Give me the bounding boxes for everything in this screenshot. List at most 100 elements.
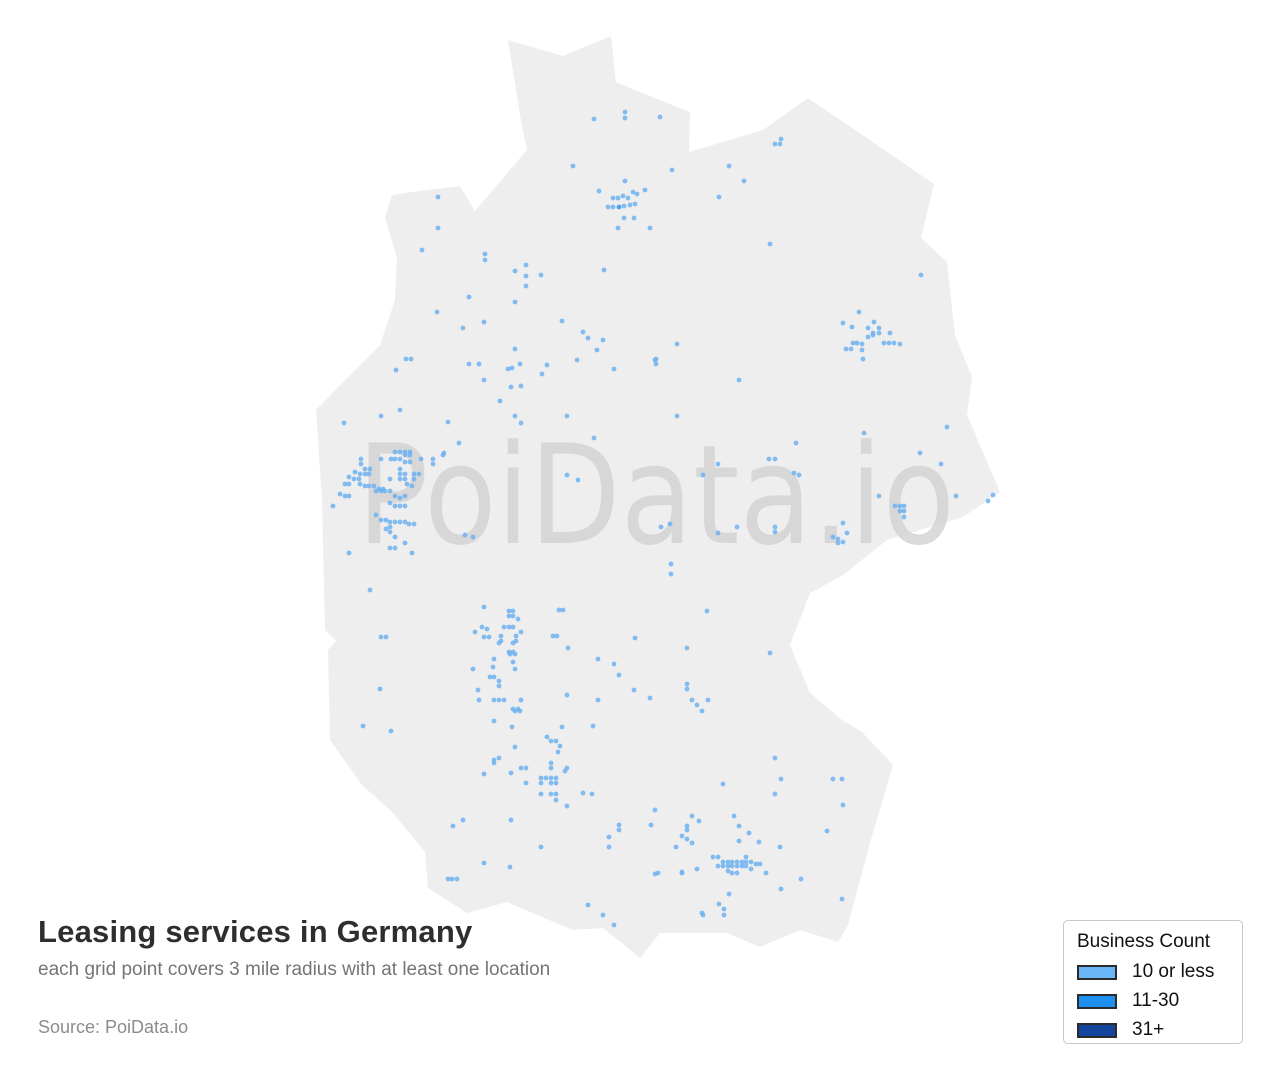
map-dot [689, 813, 695, 819]
legend-swatch [1077, 1022, 1117, 1038]
map-dot [482, 257, 488, 263]
map-dot [917, 450, 923, 456]
map-dot [387, 524, 393, 530]
map-dot [556, 607, 562, 613]
map-dot [462, 532, 468, 538]
map-dot [507, 864, 513, 870]
map-dot [611, 661, 617, 667]
map-dot [517, 361, 523, 367]
map-dot [513, 638, 519, 644]
map-dot [835, 540, 841, 546]
map-dot [856, 309, 862, 315]
map-dot [498, 638, 504, 644]
map-dot [356, 476, 362, 482]
map-dot [472, 629, 478, 635]
map-dot [772, 141, 778, 147]
map-dot [605, 204, 611, 210]
map-dot [729, 870, 735, 876]
map-dot [470, 534, 476, 540]
map-dot [383, 634, 389, 640]
map-dot [373, 512, 379, 518]
map-dot [418, 456, 424, 462]
map-dot [559, 724, 565, 730]
map-dot [434, 309, 440, 315]
map-dot [620, 193, 626, 199]
map-dot [736, 838, 742, 844]
map-dot [456, 440, 462, 446]
map-dot [397, 456, 403, 462]
map-dot [387, 519, 393, 525]
map-dot [560, 607, 566, 613]
map-dot [881, 340, 887, 346]
map-dot [360, 723, 366, 729]
map-dot [621, 215, 627, 221]
map-dot [553, 738, 559, 744]
map-dot [622, 178, 628, 184]
map-dot [466, 361, 472, 367]
map-dot [892, 503, 898, 509]
map-dot [767, 650, 773, 656]
map-dot [481, 319, 487, 325]
map-dot [408, 356, 414, 362]
map-dot [721, 912, 727, 918]
map-dot [615, 225, 621, 231]
map-dot [606, 834, 612, 840]
map-dot [506, 608, 512, 614]
map-dot [575, 477, 581, 483]
map-dot [897, 508, 903, 514]
map-dot [539, 371, 545, 377]
map-dot [402, 476, 408, 482]
map-dot [543, 775, 549, 781]
map-dot [667, 521, 673, 527]
map-dot [798, 876, 804, 882]
map-dot [544, 362, 550, 368]
map-dot [479, 624, 485, 630]
map-dot [357, 471, 363, 477]
map-dot [668, 561, 674, 567]
map-dot [772, 755, 778, 761]
map-dot [392, 449, 398, 455]
map-dot [564, 803, 570, 809]
map-dot [699, 708, 705, 714]
map-dot [397, 503, 403, 509]
map-dot [518, 629, 524, 635]
map-dot [512, 666, 518, 672]
map-dot [411, 471, 417, 477]
map-dot [634, 191, 640, 197]
map-dot [684, 836, 690, 842]
map-dot [725, 863, 731, 869]
map-dot [674, 413, 680, 419]
map-dot [705, 697, 711, 703]
map-dot [729, 863, 735, 869]
map-dot [684, 827, 690, 833]
map-dot [554, 633, 560, 639]
map-dot [736, 377, 742, 383]
map-dot [508, 384, 514, 390]
map-dot [509, 724, 515, 730]
map-dot [491, 718, 497, 724]
map-dot [501, 624, 507, 630]
map-dot [419, 247, 425, 253]
map-dot [859, 347, 865, 353]
map-dot [653, 361, 659, 367]
map-dot [538, 272, 544, 278]
map-dot [435, 194, 441, 200]
map-dot [748, 866, 754, 872]
map-dot [679, 833, 685, 839]
map-dot [510, 613, 516, 619]
map-dot [616, 827, 622, 833]
map-dot [512, 744, 518, 750]
map-dot [876, 330, 882, 336]
map-dot [625, 195, 631, 201]
map-dot [897, 341, 903, 347]
map-dot [367, 466, 373, 472]
map-dot [548, 760, 554, 766]
map-dot [450, 823, 456, 829]
map-dot [630, 189, 636, 195]
map-dot [460, 325, 466, 331]
map-dot [548, 775, 554, 781]
map-dot [454, 876, 460, 882]
map-dot [844, 530, 850, 536]
map-dot [653, 356, 659, 362]
map-dot [404, 481, 410, 487]
